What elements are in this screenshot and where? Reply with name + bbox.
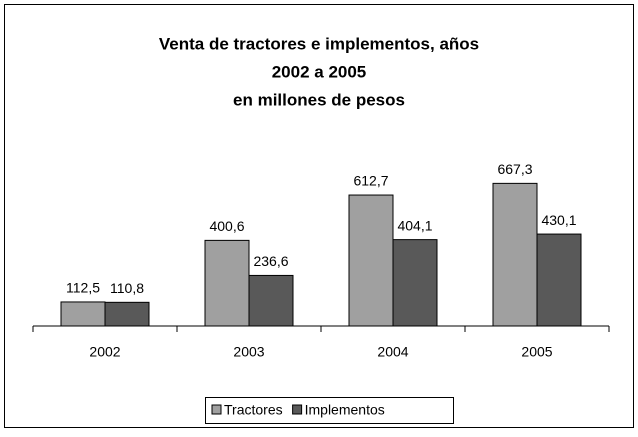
chart-title: Venta de tractores e implementos, años — [159, 34, 479, 53]
x-tick-label: 2004 — [377, 344, 408, 360]
value-label: 667,3 — [497, 161, 532, 177]
chart-title: 2002 a 2005 — [272, 62, 367, 81]
legend-box — [205, 397, 454, 424]
x-tick-label: 2002 — [89, 344, 120, 360]
bar — [536, 233, 582, 327]
bar — [392, 239, 438, 327]
bar — [204, 239, 250, 327]
legend-label: Implementos — [305, 402, 385, 418]
bar — [104, 301, 150, 327]
value-label: 110,8 — [110, 280, 144, 296]
bar — [348, 194, 394, 327]
value-label: 612,7 — [353, 173, 388, 189]
bar — [492, 182, 538, 327]
legend-swatch — [211, 404, 222, 415]
value-label: 404,1 — [397, 217, 432, 233]
value-label: 236,6 — [253, 253, 288, 269]
bar — [60, 301, 106, 327]
legend-swatch — [292, 404, 303, 415]
value-label: 430,1 — [541, 212, 576, 228]
bar — [248, 274, 294, 327]
chart-title: en millones de pesos — [233, 90, 405, 109]
value-label: 112,5 — [66, 280, 100, 296]
x-tick-label: 2005 — [521, 344, 552, 360]
legend-label: Tractores — [224, 402, 283, 418]
value-label: 400,6 — [209, 218, 244, 234]
x-tick-label: 2003 — [233, 344, 264, 360]
